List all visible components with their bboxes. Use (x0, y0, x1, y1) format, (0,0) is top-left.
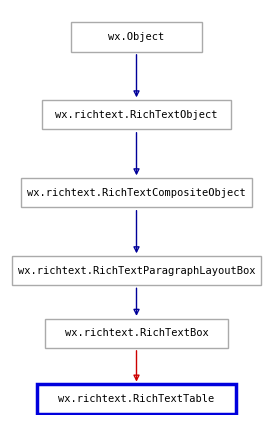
Text: wx.richtext.RichTextParagraphLayoutBox: wx.richtext.RichTextParagraphLayoutBox (18, 266, 255, 276)
Text: wx.richtext.RichTextTable: wx.richtext.RichTextTable (58, 394, 215, 404)
FancyBboxPatch shape (42, 100, 231, 129)
Text: wx.richtext.RichTextObject: wx.richtext.RichTextObject (55, 110, 218, 120)
Text: wx.Object: wx.Object (108, 32, 165, 42)
Text: wx.richtext.RichTextCompositeObject: wx.richtext.RichTextCompositeObject (27, 188, 246, 198)
FancyBboxPatch shape (71, 22, 202, 52)
Text: wx.richtext.RichTextBox: wx.richtext.RichTextBox (65, 328, 208, 338)
FancyBboxPatch shape (21, 178, 252, 207)
FancyBboxPatch shape (12, 256, 261, 286)
FancyBboxPatch shape (37, 385, 236, 414)
FancyBboxPatch shape (45, 319, 228, 348)
